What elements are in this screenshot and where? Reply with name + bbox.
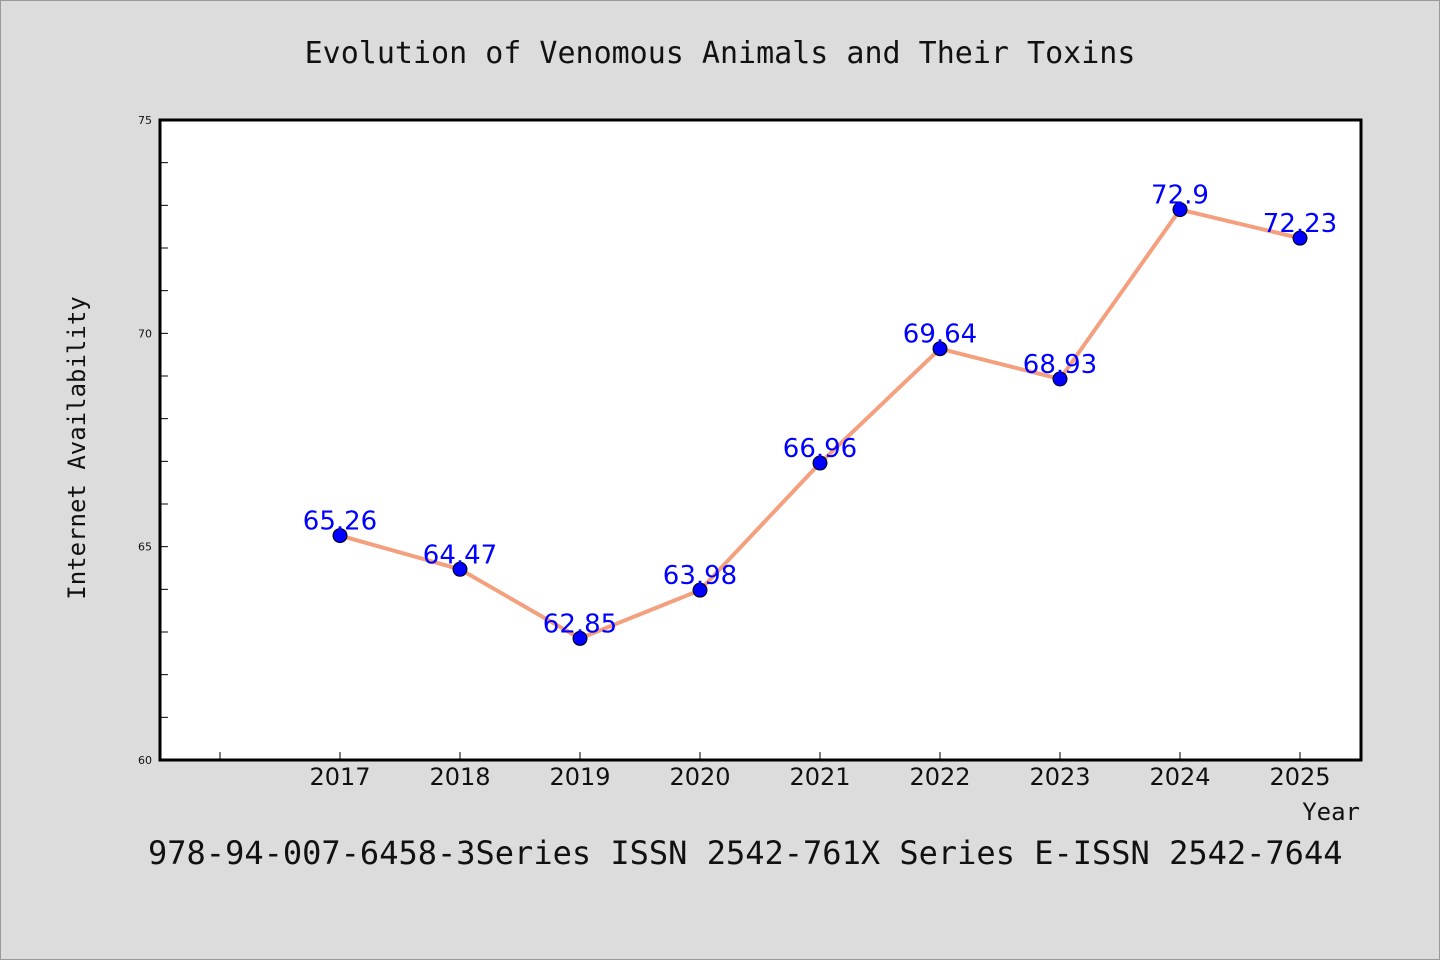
x-tick-label: 2017 [309, 763, 370, 791]
data-labels: 65.26 64.47 62.85 63.98 66.96 69.64 68.93 72.9 7… [303, 181, 1337, 640]
data-label: 65.26 [303, 507, 377, 537]
data-point [932, 341, 948, 357]
x-tick-label: 2019 [549, 763, 610, 791]
data-point [1052, 371, 1068, 387]
data-point [812, 455, 828, 471]
y-axis-ticks [160, 119, 168, 761]
y-axis-tick-labels: 60 65 70 75 [138, 114, 152, 767]
x-tick-label: 2018 [429, 763, 490, 791]
y-tick-label: 65 [138, 541, 152, 554]
data-label: 69.64 [903, 320, 977, 350]
y-axis-label: Internet Availability [63, 296, 91, 599]
data-markers [332, 202, 1308, 646]
y-tick-label: 75 [138, 114, 152, 127]
x-tick-label: 2025 [1269, 763, 1330, 791]
data-label: 68.93 [1023, 350, 1097, 380]
x-axis-ticks [219, 752, 1301, 760]
data-label: 63.98 [663, 561, 737, 591]
data-point [332, 528, 348, 544]
x-axis-label: Year [1302, 798, 1360, 826]
data-point [572, 630, 588, 646]
y-tick-label: 70 [138, 327, 152, 340]
x-tick-label: 2022 [909, 763, 970, 791]
x-tick-label: 2020 [669, 763, 730, 791]
data-label: 72.9 [1151, 181, 1209, 211]
footer-text: 978-94-007-6458-3Series ISSN 2542-761X S… [148, 834, 1342, 872]
data-label: 64.47 [423, 540, 497, 570]
x-tick-label: 2021 [789, 763, 850, 791]
chart-title: Evolution of Venomous Animals and Their … [305, 36, 1136, 71]
data-point [1292, 230, 1308, 246]
x-tick-label: 2023 [1029, 763, 1090, 791]
x-axis-tick-labels: 2017 2018 2019 2020 2021 2022 2023 2024 2025 [309, 763, 1330, 791]
data-label: 72.23 [1263, 209, 1337, 239]
data-point [452, 561, 468, 577]
data-point [692, 582, 708, 598]
plot-area [158, 118, 1363, 762]
x-tick-label: 2024 [1149, 763, 1210, 791]
data-label: 66.96 [783, 434, 857, 464]
data-label: 62.85 [543, 609, 617, 639]
y-tick-label: 60 [138, 754, 152, 767]
data-point [1172, 202, 1188, 218]
